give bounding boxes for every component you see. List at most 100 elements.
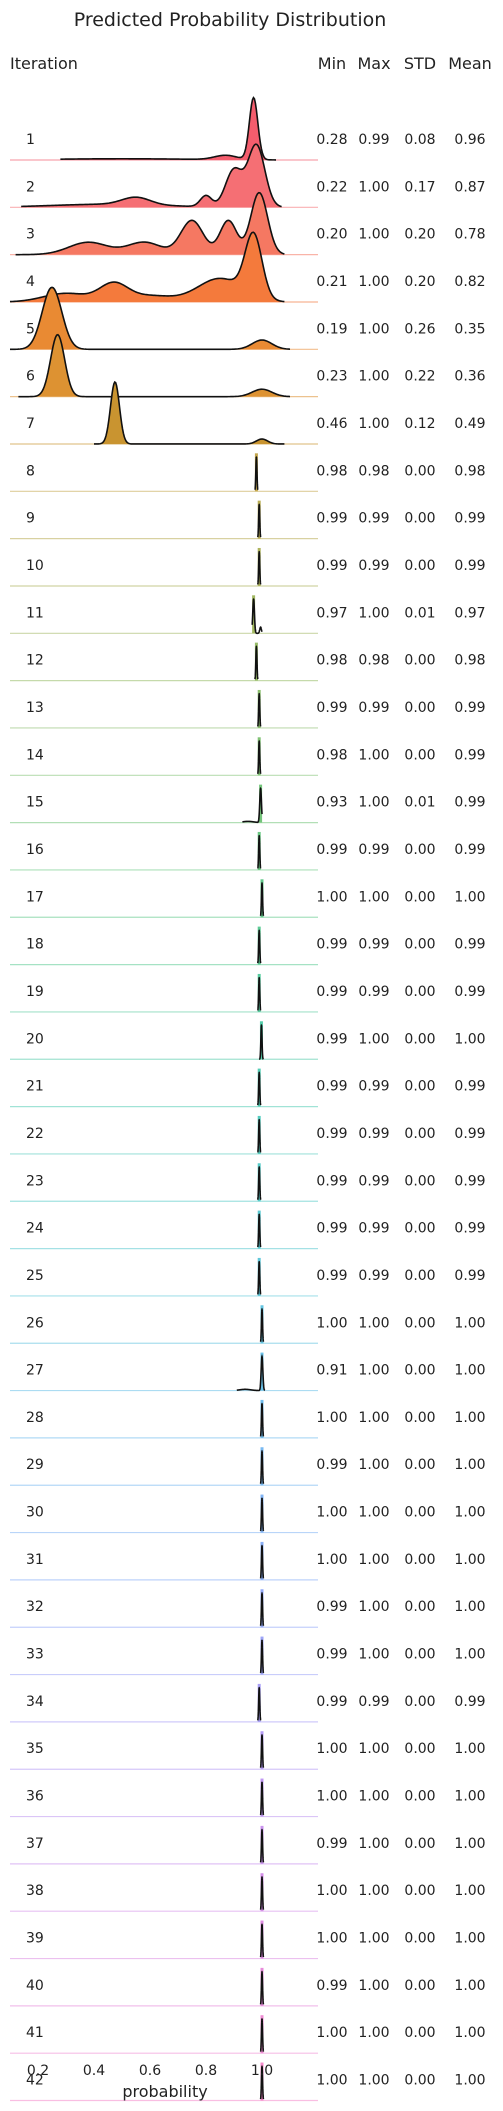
iteration-label: 12 (26, 653, 44, 669)
stat-column-headers: Min Max STD Mean (318, 54, 492, 73)
ridge-9 (10, 500, 318, 540)
ridge-fill (18, 334, 291, 397)
ridge-outline (257, 692, 262, 727)
stat-std: 0.00 (404, 1883, 435, 1899)
ridge-24 (10, 1210, 318, 1250)
stat-min: 0.21 (316, 274, 347, 290)
ridge-18 (10, 926, 318, 966)
stat-min: 0.93 (316, 795, 347, 811)
stat-std: 0.22 (404, 369, 435, 385)
stat-max: 1.00 (358, 1031, 389, 1047)
ridge-fill (10, 287, 290, 350)
stat-row-39: 1.00 1.00 0.00 1.00 (316, 1931, 485, 1947)
stat-std: 0.00 (404, 1599, 435, 1615)
ridge-28 (10, 1399, 318, 1439)
stat-mean: 0.98 (454, 463, 485, 479)
stat-min: 0.99 (316, 558, 347, 574)
stat-min: 0.99 (316, 511, 347, 527)
iteration-label: 31 (26, 1552, 44, 1568)
ridges (9, 96, 318, 2102)
ridge-outline (257, 503, 262, 538)
ridge-42 (10, 2062, 318, 2102)
iteration-label: 21 (26, 1079, 44, 1095)
ridge-36 (10, 1778, 318, 1818)
ridge-19 (10, 973, 318, 1013)
stat-values: 0.28 0.99 0.08 0.96 0.22 1.00 0.17 0.87 0.20 1.00… (316, 132, 485, 2089)
stat-max: 0.99 (358, 1221, 389, 1237)
stat-std: 0.00 (404, 1079, 435, 1095)
ridge-outline (259, 1875, 265, 1910)
stat-max: 0.99 (358, 1173, 389, 1189)
stat-row-3: 0.20 1.00 0.20 0.78 (316, 227, 485, 243)
stat-max: 1.00 (358, 1836, 389, 1852)
stat-max: 1.00 (358, 747, 389, 763)
ridge-outline (60, 96, 276, 161)
ridge-outline (257, 1686, 262, 1721)
stat-max: 1.00 (358, 369, 389, 385)
stat-row-23: 0.99 0.99 0.00 0.99 (316, 1173, 485, 1189)
ridge-25 (10, 1257, 318, 1297)
stat-min: 0.99 (316, 1978, 347, 1994)
ridge-32 (10, 1589, 318, 1628)
stat-row-10: 0.99 0.99 0.00 0.99 (316, 558, 485, 574)
stat-mean: 1.00 (454, 1552, 485, 1568)
ridge-outline (259, 1970, 265, 2005)
stat-max: 0.99 (358, 1694, 389, 1710)
stat-row-29: 0.99 1.00 0.00 1.00 (316, 1457, 485, 1473)
stat-max: 0.99 (358, 511, 389, 527)
stat-std: 0.00 (404, 1268, 435, 1284)
iteration-label: 10 (26, 558, 44, 574)
ridge-38 (10, 1873, 318, 1912)
stat-std: 0.00 (404, 2025, 435, 2041)
stat-row-37: 0.99 1.00 0.00 1.00 (316, 1836, 485, 1852)
ridge-outline (259, 1781, 265, 1816)
stat-mean: 0.99 (454, 1694, 485, 1710)
iteration-label: 27 (26, 1363, 44, 1379)
x-tick-label: 0.8 (195, 2063, 217, 2079)
stat-std: 0.00 (404, 558, 435, 574)
stat-max: 0.99 (358, 1268, 389, 1284)
stat-row-22: 0.99 0.99 0.00 0.99 (316, 1126, 485, 1142)
iteration-label: 29 (26, 1457, 44, 1473)
stat-mean: 0.82 (454, 274, 485, 290)
ridge-35 (10, 1731, 318, 1770)
stat-mean: 0.35 (454, 321, 485, 337)
stat-std: 0.00 (404, 463, 435, 479)
stat-std: 0.08 (404, 132, 435, 148)
stat-std: 0.00 (404, 1315, 435, 1331)
stat-std: 0.00 (404, 1741, 435, 1757)
stat-row-32: 0.99 1.00 0.00 1.00 (316, 1599, 485, 1615)
stat-mean: 0.87 (454, 179, 485, 195)
ridge-outline (258, 1024, 265, 1061)
stat-row-25: 0.99 0.99 0.00 0.99 (316, 1268, 485, 1284)
stat-max: 0.99 (358, 132, 389, 148)
stat-min: 0.99 (316, 1268, 347, 1284)
stat-std: 0.00 (404, 1694, 435, 1710)
ridge-outline (257, 976, 262, 1011)
iteration-label: 13 (26, 700, 44, 716)
stat-max: 1.00 (358, 1741, 389, 1757)
stat-std: 0.00 (404, 1647, 435, 1663)
iteration-label: 39 (26, 1931, 44, 1947)
ridge-outline (15, 191, 285, 256)
ridge-27 (10, 1352, 318, 1392)
stat-row-12: 0.98 0.98 0.00 0.98 (316, 653, 485, 669)
stat-std: 0.00 (404, 1221, 435, 1237)
stat-mean: 1.00 (454, 2073, 485, 2089)
stat-std: 0.26 (404, 321, 435, 337)
x-tick-label: 0.2 (27, 2063, 49, 2079)
stat-row-41: 1.00 1.00 0.00 1.00 (316, 2025, 485, 2041)
stat-mean: 0.99 (454, 795, 485, 811)
stat-max: 1.00 (358, 605, 389, 621)
iteration-label: 34 (26, 1694, 44, 1710)
stat-min: 0.99 (316, 1126, 347, 1142)
x-axis-label: probability (122, 2082, 207, 2101)
stat-mean: 0.98 (454, 653, 485, 669)
stat-min: 0.99 (316, 937, 347, 953)
ridge-1 (10, 96, 318, 161)
stat-mean: 1.00 (454, 1647, 485, 1663)
stat-row-38: 1.00 1.00 0.00 1.00 (316, 1883, 485, 1899)
stat-row-6: 0.23 1.00 0.22 0.36 (316, 369, 485, 385)
stat-row-26: 1.00 1.00 0.00 1.00 (316, 1315, 485, 1331)
stat-max: 0.99 (358, 558, 389, 574)
